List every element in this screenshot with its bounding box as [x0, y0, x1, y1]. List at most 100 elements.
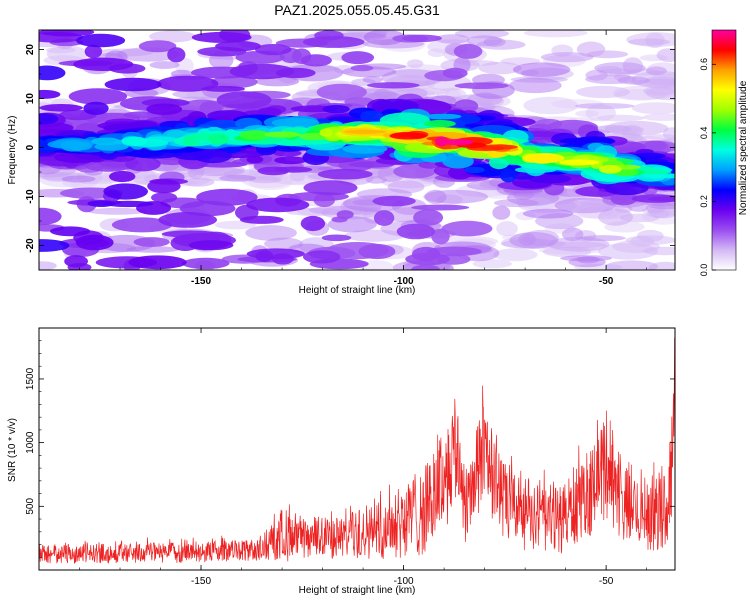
spectral-blob	[372, 195, 416, 207]
spectral-blob	[636, 229, 664, 243]
spectral-blob	[303, 180, 358, 196]
spectral-blob	[245, 225, 297, 241]
spectral-blob	[61, 175, 96, 183]
spectral-blob	[133, 237, 170, 247]
snr-panel: -150 -100 -50 500 1000 1500 Height of straigh…	[7, 327, 676, 596]
colorbar-gradient	[712, 30, 736, 270]
spectral-blob	[246, 155, 264, 164]
spectral-blob	[67, 141, 93, 151]
x-tick-label: -50	[599, 276, 614, 287]
spectral-blob	[435, 34, 470, 44]
snr-x-label: Height of straight line (km)	[299, 585, 416, 596]
spectral-blob	[411, 246, 441, 262]
spectral-blob	[239, 215, 284, 224]
colorbar-frame	[711, 29, 737, 271]
spectral-blob	[598, 243, 658, 260]
y-tick-label: 20	[25, 44, 36, 56]
spectral-blob	[365, 176, 387, 184]
spectral-blob	[300, 54, 332, 67]
spectral-blob	[316, 83, 367, 101]
spectral-blob	[248, 176, 282, 184]
spectral-blob	[350, 64, 374, 72]
spectral-blob	[508, 77, 562, 94]
spectral-blob	[342, 144, 388, 154]
spectrogram-frame	[38, 29, 676, 271]
spectral-blob	[275, 166, 313, 173]
spectral-blob	[215, 40, 261, 52]
spectral-blob	[201, 85, 246, 92]
spectral-blob	[104, 77, 162, 92]
spectral-blob	[464, 166, 485, 174]
spectral-blob	[73, 57, 134, 71]
spectral-blob	[360, 110, 384, 123]
spectral-blob	[585, 69, 608, 81]
spectral-blob	[598, 208, 633, 226]
spectral-blob	[149, 61, 180, 69]
spectral-blob	[255, 250, 274, 262]
spectral-blob	[275, 67, 316, 79]
spectral-blob	[87, 200, 115, 208]
spectral-blob	[264, 131, 301, 138]
spectral-blob	[528, 153, 557, 164]
spectral-blob	[124, 150, 164, 158]
spectral-blob	[366, 82, 420, 89]
spectral-blob	[39, 30, 95, 37]
spectral-blob	[617, 76, 650, 85]
x-tick-label: -100	[394, 276, 414, 287]
colorbar-tick-label: 0.6	[699, 58, 709, 71]
spectral-blob	[109, 170, 136, 183]
spectral-blob	[610, 192, 637, 206]
spectral-blob	[151, 192, 178, 203]
spectral-blob	[576, 85, 630, 99]
spectral-blob	[645, 85, 675, 101]
spectral-blob	[322, 104, 350, 114]
spectral-blob	[454, 30, 509, 39]
spectral-blob	[39, 104, 83, 112]
spectral-blob	[472, 259, 513, 269]
spectral-blob	[246, 197, 310, 213]
spectral-blob	[562, 227, 584, 242]
spectral-blob	[483, 37, 506, 47]
spectral-blob	[50, 226, 91, 237]
colorbar-label: Normalized spectral amplitude	[738, 80, 749, 215]
snr-y-label: SNR (10 * v/v)	[7, 418, 18, 482]
spectral-blob	[39, 113, 59, 125]
spectral-blob	[317, 168, 373, 180]
spectral-blob	[423, 119, 456, 128]
spectral-blob	[182, 177, 215, 187]
spectrogram-x-label: Height of straight line (km)	[299, 285, 416, 296]
spectral-blob	[574, 103, 635, 109]
y-tick-label: 1000	[25, 431, 36, 454]
spectral-blob	[411, 264, 440, 270]
spectral-blob	[64, 255, 88, 268]
spectral-blob	[181, 257, 230, 269]
spectral-blob	[540, 52, 594, 63]
spectral-blob	[216, 91, 272, 109]
spectral-blob	[214, 220, 256, 230]
x-tick-label: -50	[599, 576, 614, 587]
spectral-blob	[423, 113, 462, 120]
spectrogram-y-label: Frequency (Hz)	[7, 116, 18, 185]
spectral-blob	[103, 200, 154, 208]
spectral-blob	[574, 155, 589, 161]
spectral-blob	[513, 62, 571, 77]
spectral-blob	[509, 232, 558, 249]
snr-series-line	[39, 337, 675, 564]
spectral-blob	[246, 248, 305, 260]
spectral-blob	[362, 76, 383, 84]
spectral-blob	[157, 75, 219, 92]
snr-line-plot	[39, 337, 675, 564]
spectral-blob	[648, 202, 675, 210]
spectral-blob	[121, 136, 148, 146]
spectral-blob	[219, 174, 257, 182]
spectral-blob	[87, 207, 147, 215]
spectral-blob	[39, 239, 70, 252]
spectral-blob	[528, 174, 572, 184]
spectral-blob	[149, 30, 196, 43]
spectral-blob	[321, 234, 352, 242]
spectral-blob	[427, 48, 446, 58]
y-tick-label: 10	[25, 93, 36, 105]
spectral-blob	[424, 189, 447, 204]
spectral-blob	[492, 205, 511, 220]
